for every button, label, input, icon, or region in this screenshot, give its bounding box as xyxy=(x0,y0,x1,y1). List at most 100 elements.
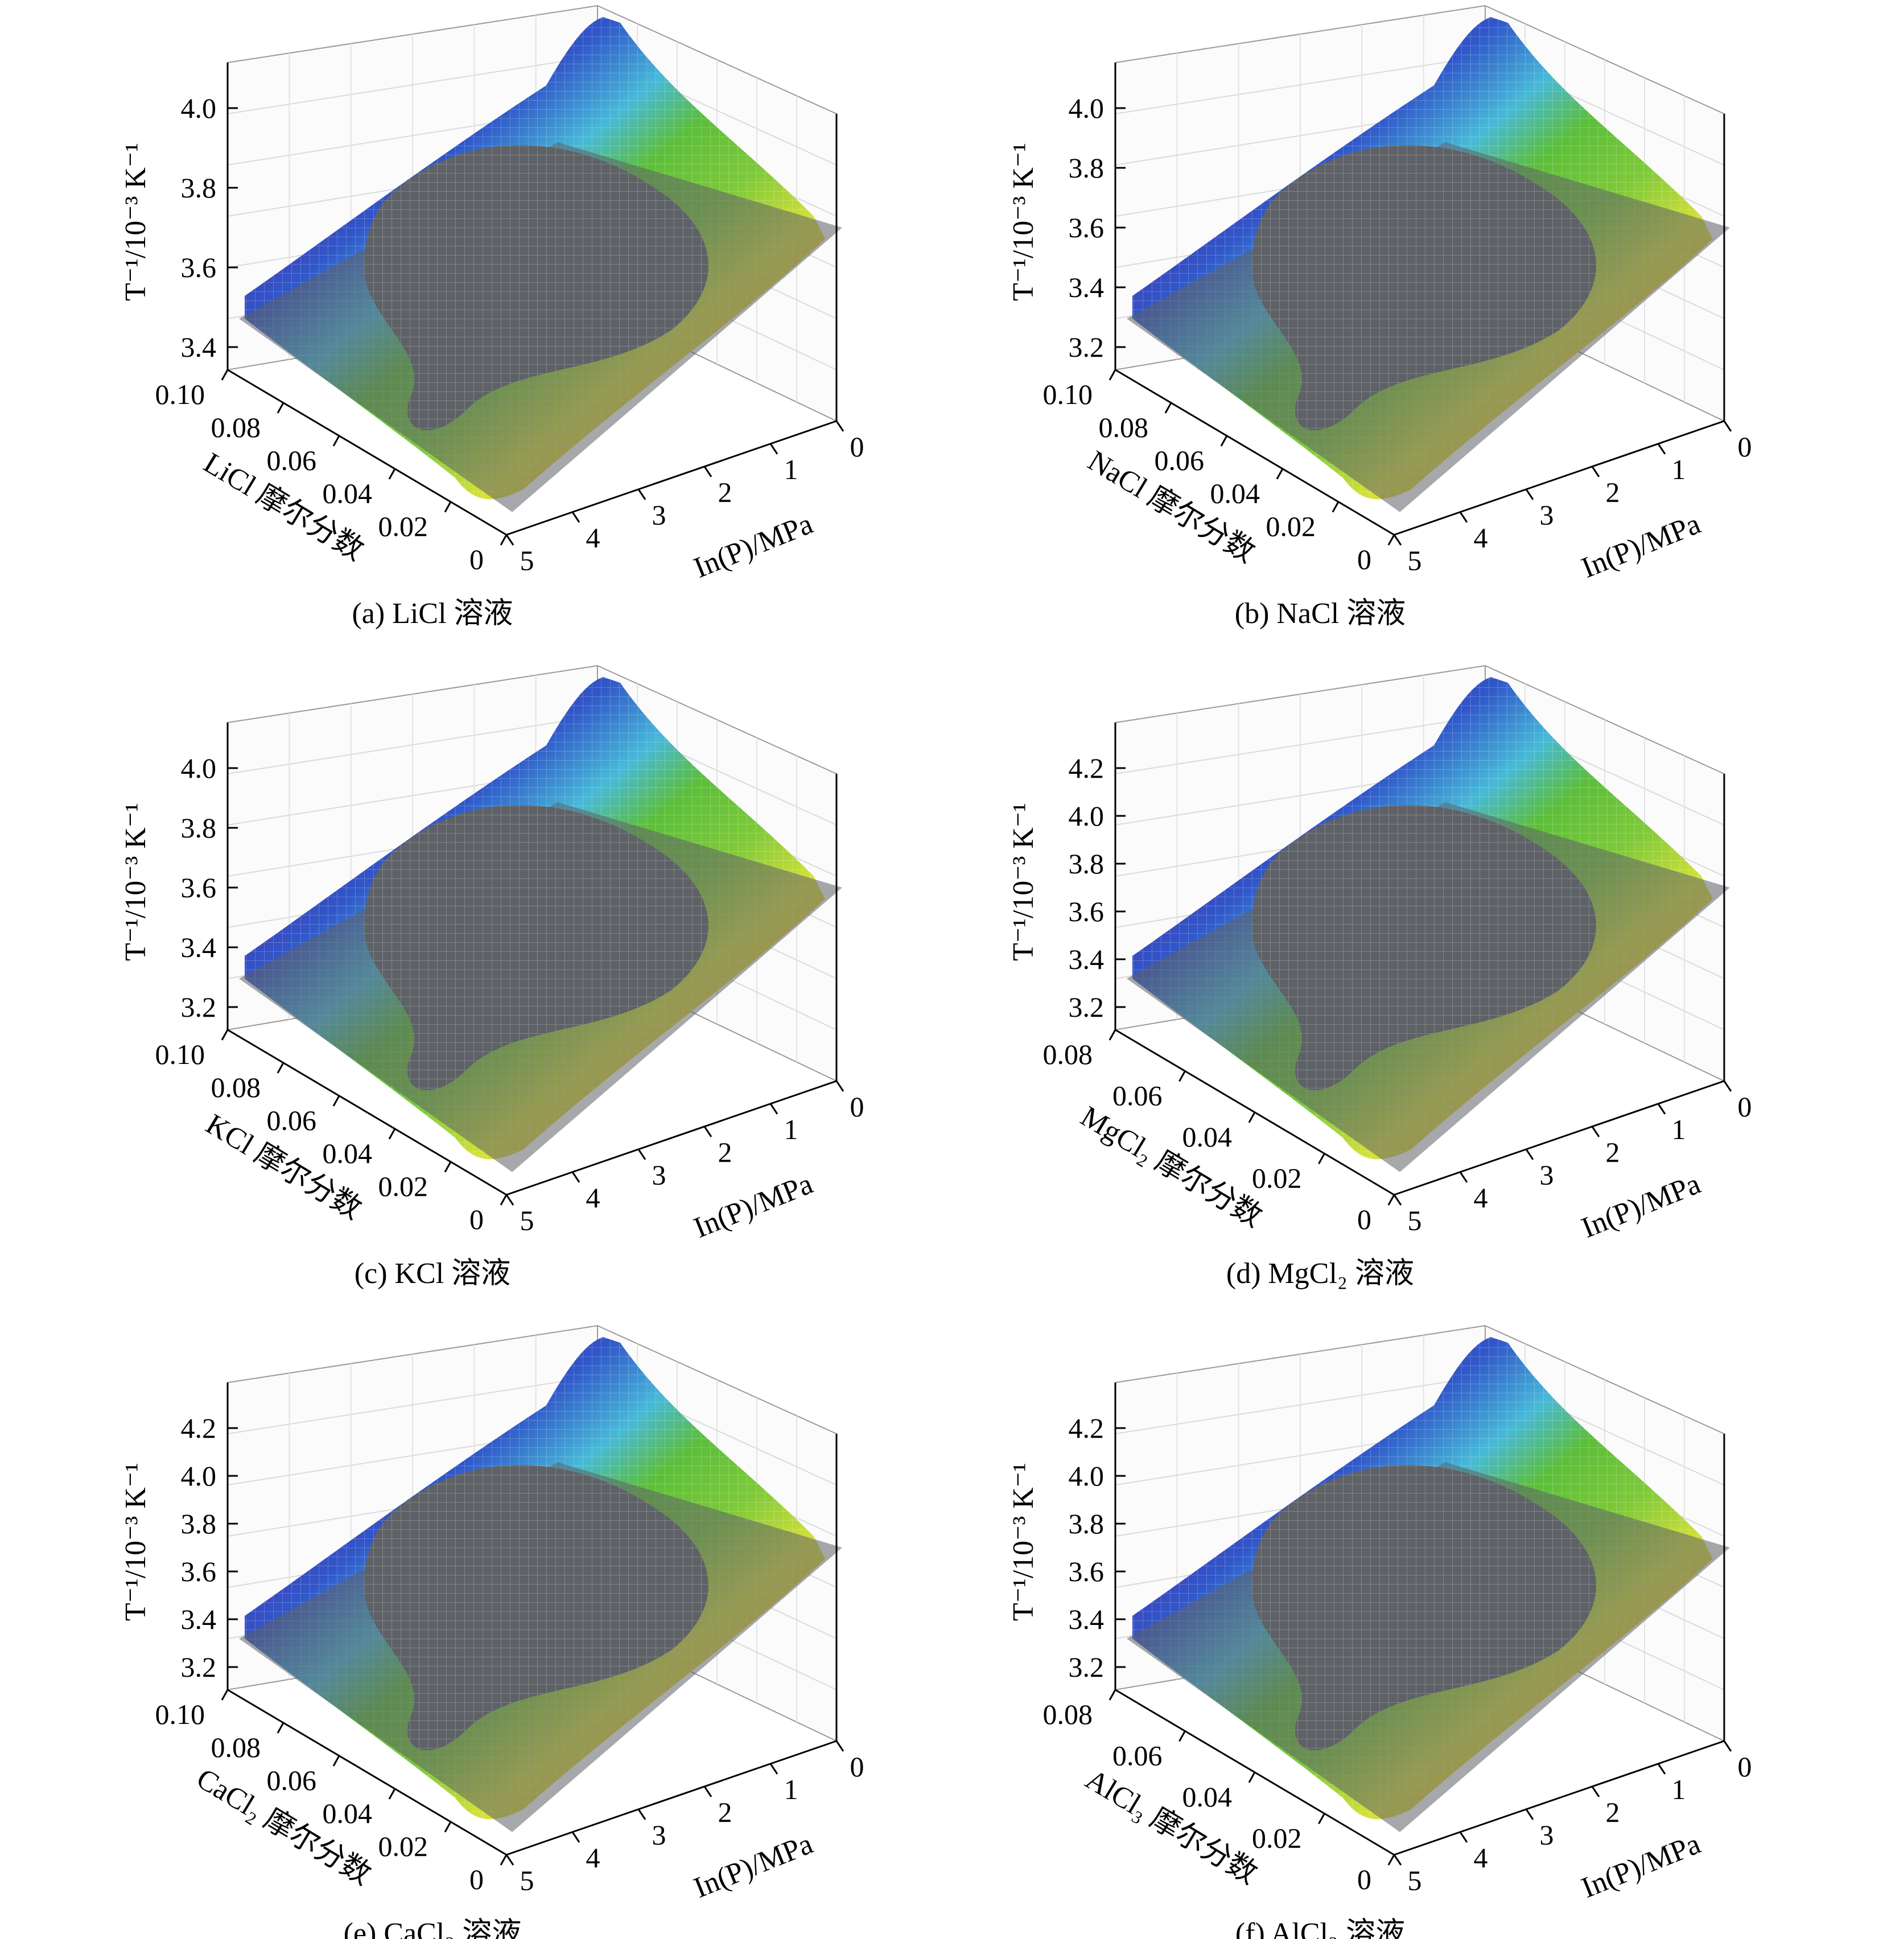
x-tick-label: 4 xyxy=(586,1842,600,1874)
x-tick-label: 1 xyxy=(1672,1113,1686,1145)
x-tick-label: 4 xyxy=(1474,1842,1488,1874)
y-tick-label: 0.10 xyxy=(155,1698,205,1730)
z-tick-label: 3.2 xyxy=(181,991,217,1023)
x-tick xyxy=(1525,489,1534,500)
y-axis-line xyxy=(1115,369,1395,536)
x-tick xyxy=(1459,1831,1468,1843)
y-tick xyxy=(1248,1112,1256,1123)
x-tick-label: 2 xyxy=(718,1136,732,1168)
intersection-mesh xyxy=(1252,805,1596,1091)
x-tick-label: 2 xyxy=(1606,1136,1620,1168)
z-axis-label: T⁻¹/10⁻³ K⁻¹ xyxy=(1007,803,1040,961)
x-tick xyxy=(1393,1854,1402,1866)
z-axis-label: T⁻¹/10⁻³ K⁻¹ xyxy=(119,803,152,961)
y-tick xyxy=(1318,1153,1325,1165)
y-tick xyxy=(1387,534,1395,546)
y-tick-label: 0.04 xyxy=(1210,477,1260,509)
x-tick-label: 3 xyxy=(1540,1159,1554,1191)
z-tick-label: 3.2 xyxy=(181,1651,217,1683)
x-tick-label: 4 xyxy=(586,522,600,554)
x-tick xyxy=(1723,420,1732,432)
z-tick-label: 4.0 xyxy=(181,752,217,784)
z-tick-label: 3.8 xyxy=(1069,152,1105,184)
y-tick xyxy=(500,1854,508,1866)
z-tick-label: 3.8 xyxy=(181,1508,217,1540)
panel-caption: (f) AlCl₃ 溶液 xyxy=(1235,1917,1405,1939)
x-tick xyxy=(769,1763,778,1775)
y-tick xyxy=(388,468,396,480)
x-tick-label: 1 xyxy=(1672,453,1686,485)
z-tick-label: 3.8 xyxy=(1069,848,1105,880)
z-tick-label: 3.6 xyxy=(1069,896,1105,927)
x-axis-line xyxy=(1394,1740,1725,1856)
z-tick-label: 3.4 xyxy=(1069,1603,1105,1635)
y-tick-label: 0.04 xyxy=(1182,1781,1233,1813)
x-tick-label: 2 xyxy=(718,476,732,508)
y-axis-line xyxy=(227,1029,507,1196)
z-axis-label: T⁻¹/10⁻³ K⁻¹ xyxy=(1007,1463,1040,1621)
x-tick-label: 0 xyxy=(850,1751,864,1783)
z-tick-label: 3.4 xyxy=(181,931,217,963)
x-tick xyxy=(835,420,844,432)
x-tick-label: 5 xyxy=(1408,544,1422,576)
y-tick-label: 0 xyxy=(469,1863,484,1895)
y-axis-label: AlCl₃ 摩尔分数 xyxy=(1080,1763,1263,1891)
y-tick-label: 0.02 xyxy=(378,510,428,542)
y-tick-label: 0.10 xyxy=(155,1038,205,1070)
z-tick-label: 4.2 xyxy=(1069,752,1105,784)
z-tick-label: 3.6 xyxy=(181,1556,217,1587)
y-tick xyxy=(332,435,340,447)
z-tick-label: 4.0 xyxy=(181,92,217,124)
y-tick xyxy=(1164,402,1172,414)
panel-6: 3.2 3.4 3.6 3.8 4.0 4.2 0 0.02 0.04 0.06 0.08 0 1 2 3 4… xyxy=(1007,1325,1752,1939)
y-tick-label: 0.08 xyxy=(1099,411,1149,443)
y-tick xyxy=(444,1161,452,1173)
y-tick xyxy=(1387,1194,1395,1206)
x-tick-label: 5 xyxy=(520,1204,534,1236)
y-tick xyxy=(277,1062,285,1074)
x-tick-label: 0 xyxy=(850,1091,864,1123)
x-tick xyxy=(1591,1126,1600,1137)
x-tick-label: 3 xyxy=(1540,1819,1554,1851)
y-tick-label: 0.08 xyxy=(211,1731,261,1763)
z-axis-label: T⁻¹/10⁻³ K⁻¹ xyxy=(119,143,152,301)
y-tick-label: 0.04 xyxy=(323,1137,373,1169)
y-tick xyxy=(332,1755,340,1767)
x-tick-label: 1 xyxy=(1672,1773,1686,1805)
x-tick xyxy=(637,1809,646,1820)
x-tick xyxy=(1657,443,1666,455)
y-tick-label: 0 xyxy=(1357,1863,1371,1895)
intersection-mesh xyxy=(364,1465,708,1751)
z-tick-label: 3.4 xyxy=(1069,271,1105,303)
x-tick-label: 1 xyxy=(784,1773,798,1805)
x-tick-label: 5 xyxy=(1408,1204,1422,1236)
y-tick xyxy=(1318,1813,1325,1825)
x-tick-label: 2 xyxy=(1606,1796,1620,1828)
y-tick-label: 0.06 xyxy=(1112,1080,1163,1112)
x-tick-label: 4 xyxy=(586,1182,600,1214)
y-tick xyxy=(1108,369,1116,381)
x-axis-line xyxy=(506,1740,837,1856)
x-tick xyxy=(571,511,580,523)
x-axis-line xyxy=(506,420,837,536)
y-tick xyxy=(277,402,285,414)
y-tick-label: 0.04 xyxy=(1182,1121,1233,1153)
y-tick xyxy=(332,1095,340,1107)
x-tick xyxy=(637,489,646,500)
x-tick-label: 0 xyxy=(1738,431,1752,463)
panel-3: 3.2 3.4 3.6 3.8 4.0 0 0.020.040.060.080.10 0 1 2 3… xyxy=(119,665,864,1290)
x-tick xyxy=(505,534,514,546)
x-tick-label: 3 xyxy=(652,1819,666,1851)
z-tick-label: 3.8 xyxy=(181,172,217,204)
z-tick-label: 3.6 xyxy=(1069,212,1105,244)
x-tick-label: 0 xyxy=(1738,1751,1752,1783)
panel-5: 3.2 3.4 3.6 3.8 4.0 4.2 0 0.020.040.060.080.10 0… xyxy=(119,1325,864,1939)
z-axis-label: T⁻¹/10⁻³ K⁻¹ xyxy=(119,1463,152,1621)
z-tick-label: 4.0 xyxy=(1069,92,1105,124)
x-axis-label: In(P)/MPa xyxy=(689,508,817,584)
y-tick xyxy=(388,1788,396,1800)
y-tick xyxy=(500,534,508,546)
y-axis-line xyxy=(227,1689,507,1856)
z-tick-label: 4.0 xyxy=(181,1460,217,1492)
